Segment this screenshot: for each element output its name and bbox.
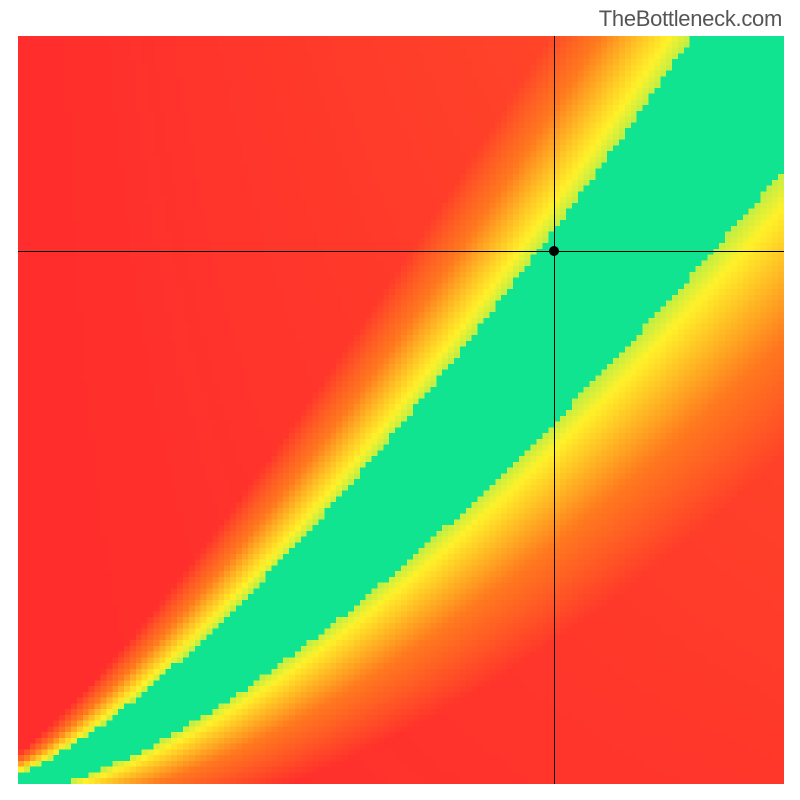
bottleneck-heatmap bbox=[18, 36, 784, 784]
crosshair-dot bbox=[549, 246, 559, 256]
crosshair-horizontal-line bbox=[18, 251, 784, 252]
crosshair-vertical-line bbox=[554, 36, 555, 784]
watermark-label: TheBottleneck.com bbox=[599, 6, 782, 32]
chart-container: TheBottleneck.com bbox=[0, 0, 800, 800]
